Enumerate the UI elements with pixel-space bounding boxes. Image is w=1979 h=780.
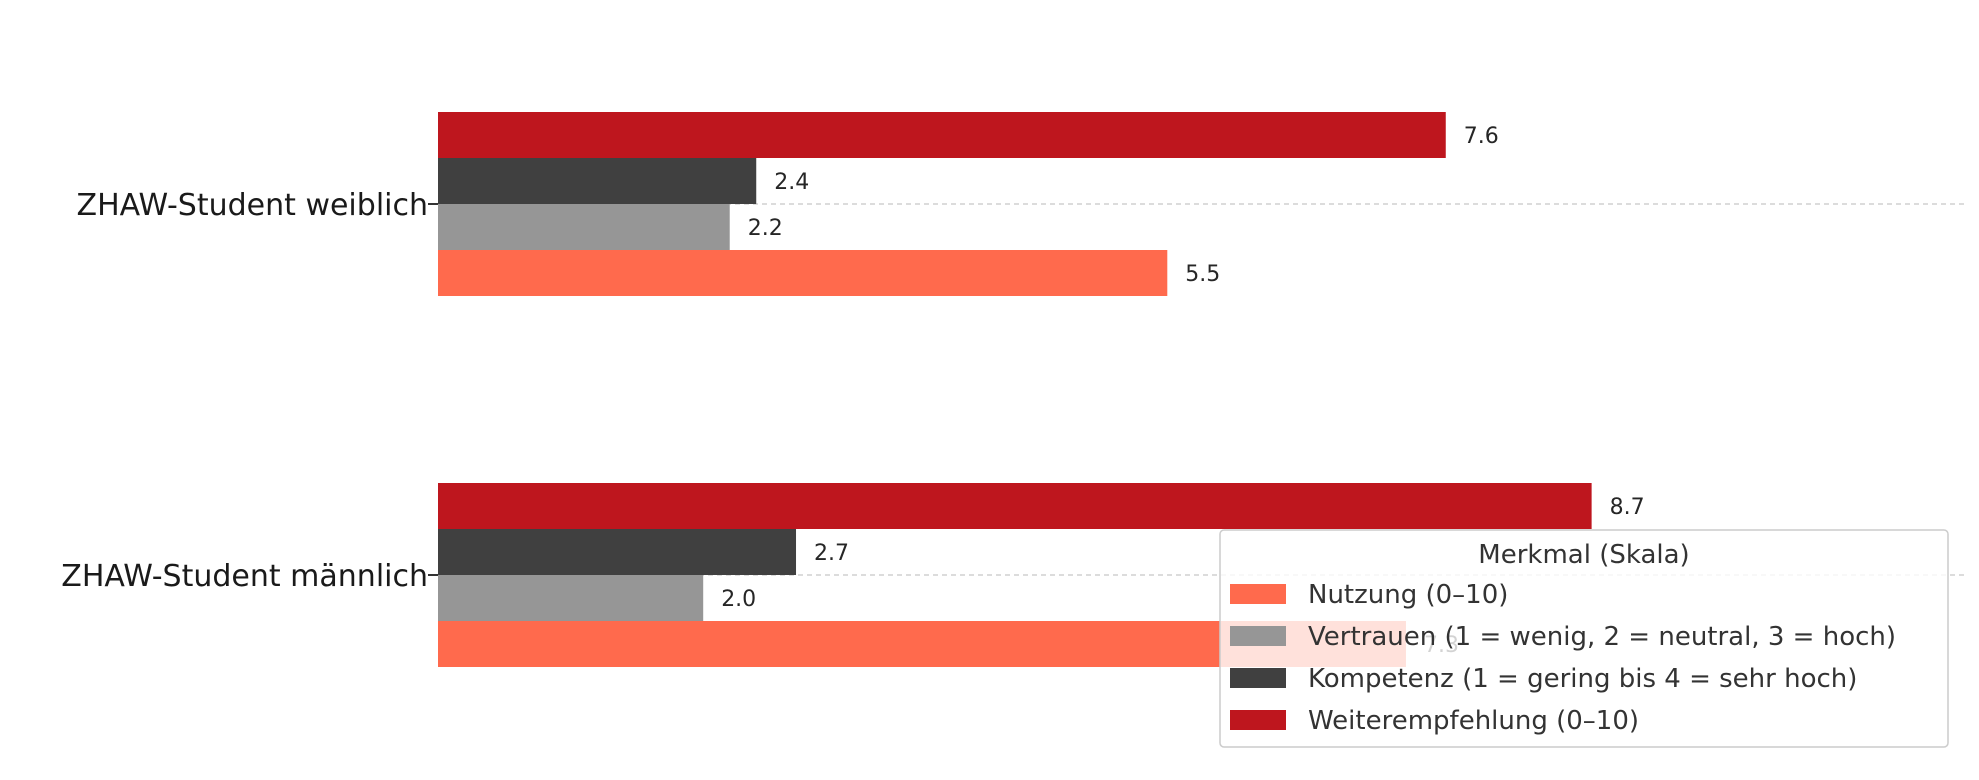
legend: Merkmal (Skala) Nutzung (0–10) Vertrauen … [1219, 529, 1949, 748]
legend-swatch [1230, 626, 1286, 646]
bar-value-label: 2.2 [748, 216, 783, 241]
bar-weiterempfehlung [438, 483, 1592, 529]
category-label: ZHAW-Student weiblich [77, 188, 428, 223]
legend-label: Kompetenz (1 = gering bis 4 = sehr hoch) [1308, 664, 1857, 694]
legend-title: Merkmal (Skala) [1478, 540, 1689, 570]
legend-swatch [1230, 710, 1286, 730]
bar-vertrauen [438, 204, 730, 250]
bar-kompetenz [438, 158, 757, 204]
bar-weiterempfehlung [438, 112, 1446, 158]
bar-value-label: 2.4 [774, 170, 809, 195]
bar-nutzung [438, 250, 1168, 296]
bar-value-label: 8.7 [1610, 495, 1645, 520]
bar-value-label: 2.7 [814, 541, 849, 566]
legend-label: Vertrauen (1 = wenig, 2 = neutral, 3 = h… [1308, 622, 1896, 652]
legend-items: Nutzung (0–10) Vertrauen (1 = wenig, 2 = … [1230, 580, 1896, 736]
legend-label: Weiterempfehlung (0–10) [1308, 706, 1639, 736]
legend-frame [1219, 529, 1949, 748]
legend-swatch [1230, 668, 1286, 688]
bar-value-label: 5.5 [1185, 262, 1220, 287]
bar-kompetenz [438, 529, 797, 575]
bar-value-label: 2.0 [721, 587, 756, 612]
category-label: ZHAW-Student männlich [61, 559, 428, 594]
bars-group [438, 112, 1592, 667]
bar-vertrauen [438, 575, 704, 621]
legend-swatch [1230, 584, 1286, 604]
legend-label: Nutzung (0–10) [1308, 580, 1508, 610]
category-labels: ZHAW-Student weiblich ZHAW-Student männli… [61, 188, 428, 594]
bar-value-label: 7.6 [1464, 124, 1499, 149]
